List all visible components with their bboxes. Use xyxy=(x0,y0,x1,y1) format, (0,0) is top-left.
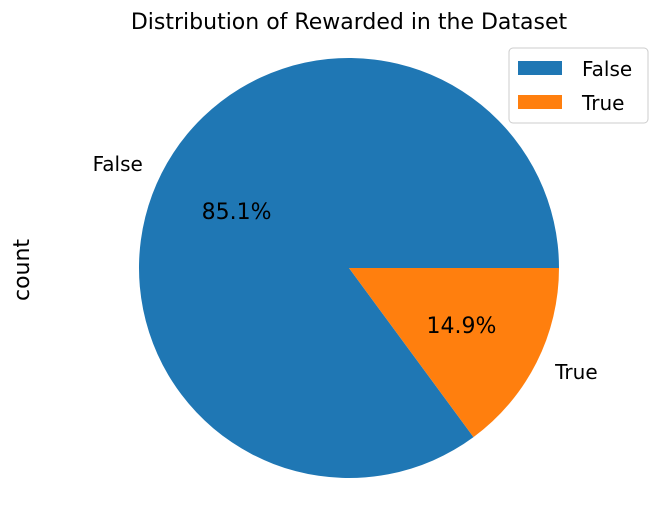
legend-label-true: True xyxy=(581,91,624,115)
legend-label-false: False xyxy=(582,57,632,81)
y-axis-label: count xyxy=(10,239,35,301)
legend: False True xyxy=(508,47,649,124)
legend-swatch-false xyxy=(518,61,562,75)
pie-slice-true xyxy=(349,268,559,438)
pie-slices xyxy=(139,58,559,479)
category-label-true: True xyxy=(554,360,597,384)
chart-title: Distribution of Rewarded in the Dataset xyxy=(131,10,568,35)
category-label-false: False xyxy=(93,152,143,176)
pie-labels: False 85.1% True 14.9% xyxy=(93,152,598,384)
legend-swatch-true xyxy=(518,95,562,109)
percent-label-false: 85.1% xyxy=(202,200,272,225)
percent-label-true: 14.9% xyxy=(427,314,497,339)
pie-slice-false xyxy=(139,58,559,479)
